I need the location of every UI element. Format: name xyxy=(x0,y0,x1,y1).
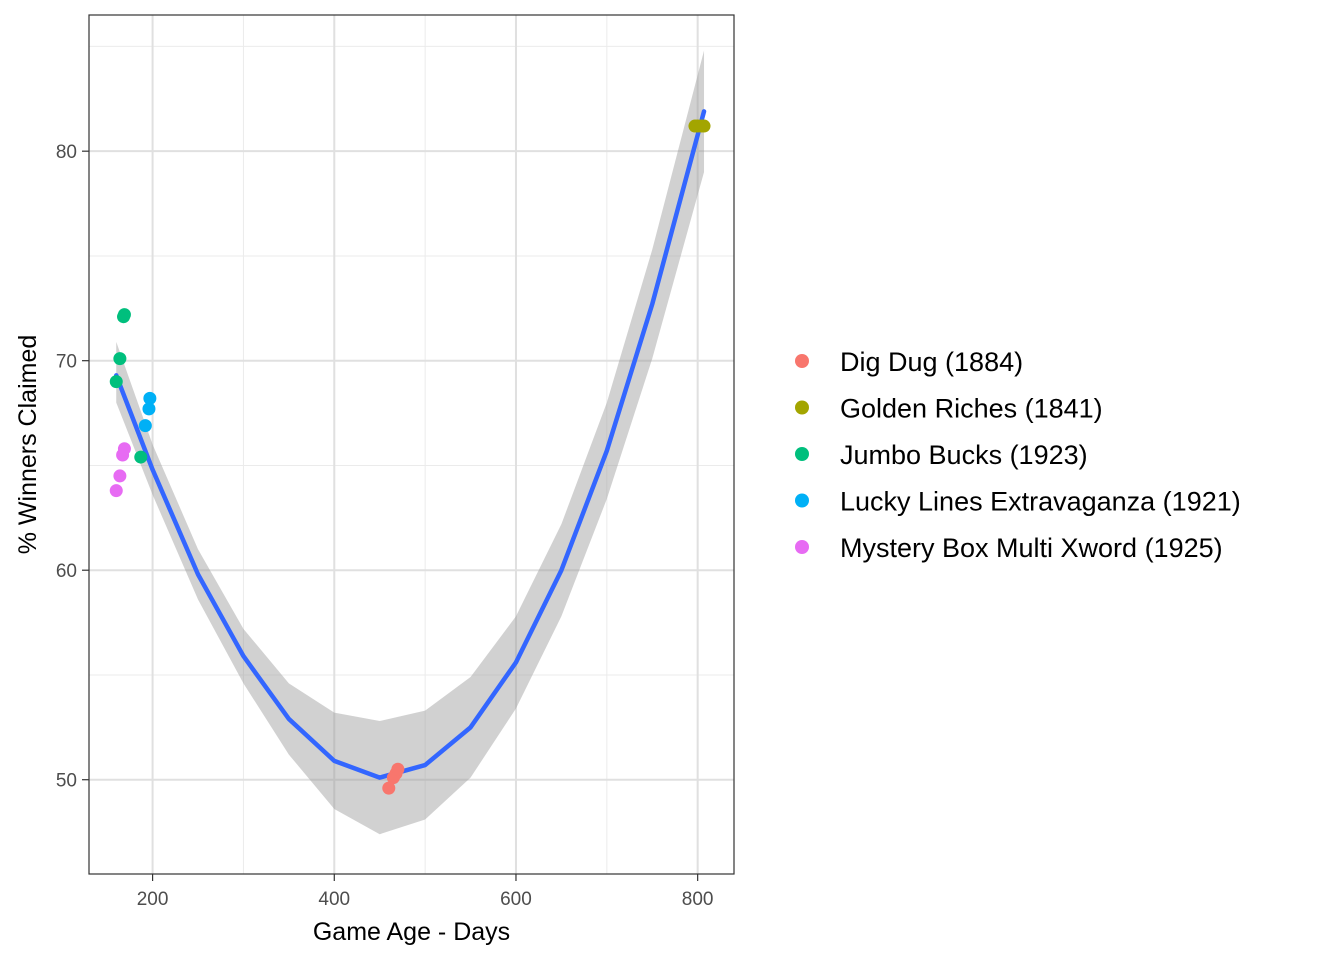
data-point-series-4 xyxy=(113,469,127,483)
grid-major-lines xyxy=(89,15,734,874)
y-tick-label: 80 xyxy=(56,142,77,163)
legend-key-2 xyxy=(795,447,809,461)
legend-label-4: Mystery Box Multi Xword (1925) xyxy=(840,533,1223,563)
legend-key-4 xyxy=(795,540,809,554)
confidence-band-area xyxy=(116,50,705,835)
data-point-series-2 xyxy=(117,308,131,322)
y-axis-title: % Winners Claimed xyxy=(14,335,42,555)
confidence-band xyxy=(116,50,705,835)
x-axis-title: Game Age - Days xyxy=(313,918,510,946)
legend: Dig Dug (1884) Golden Riches (1841) Jumbo … xyxy=(795,347,1241,563)
y-tick-label: 50 xyxy=(56,771,77,792)
data-point-series-2 xyxy=(113,352,127,366)
x-tick-label: 800 xyxy=(682,889,714,910)
y-tick-label: 70 xyxy=(56,352,77,373)
x-tick-label: 400 xyxy=(318,889,350,910)
data-point-series-2 xyxy=(109,375,123,389)
legend-key-3 xyxy=(795,493,809,508)
legend-label-0: Dig Dug (1884) xyxy=(840,347,1023,377)
legend-label-2: Jumbo Bucks (1923) xyxy=(840,440,1088,470)
legend-key-1 xyxy=(795,400,809,415)
x-tick-label: 600 xyxy=(500,889,532,910)
data-point-series-0 xyxy=(382,781,396,795)
x-axis-ticks: 200 400 600 800 xyxy=(137,874,714,910)
y-axis-ticks: 50 60 70 80 xyxy=(56,142,89,792)
data-point-series-1 xyxy=(697,119,711,133)
legend-label-3: Lucky Lines Extravaganza (1921) xyxy=(840,487,1241,517)
data-points xyxy=(109,119,711,795)
plot-panel-border xyxy=(88,14,735,875)
data-point-series-3 xyxy=(142,402,156,416)
data-point-series-4 xyxy=(109,484,123,498)
legend-label-1: Golden Riches (1841) xyxy=(840,394,1103,424)
data-point-series-2 xyxy=(134,450,148,464)
data-point-series-0 xyxy=(391,762,405,776)
data-point-series-4 xyxy=(117,442,131,456)
data-point-series-3 xyxy=(143,391,157,405)
x-tick-label: 200 xyxy=(137,889,169,910)
data-point-series-3 xyxy=(138,419,152,433)
y-tick-label: 60 xyxy=(56,561,77,582)
legend-key-0 xyxy=(795,354,809,368)
